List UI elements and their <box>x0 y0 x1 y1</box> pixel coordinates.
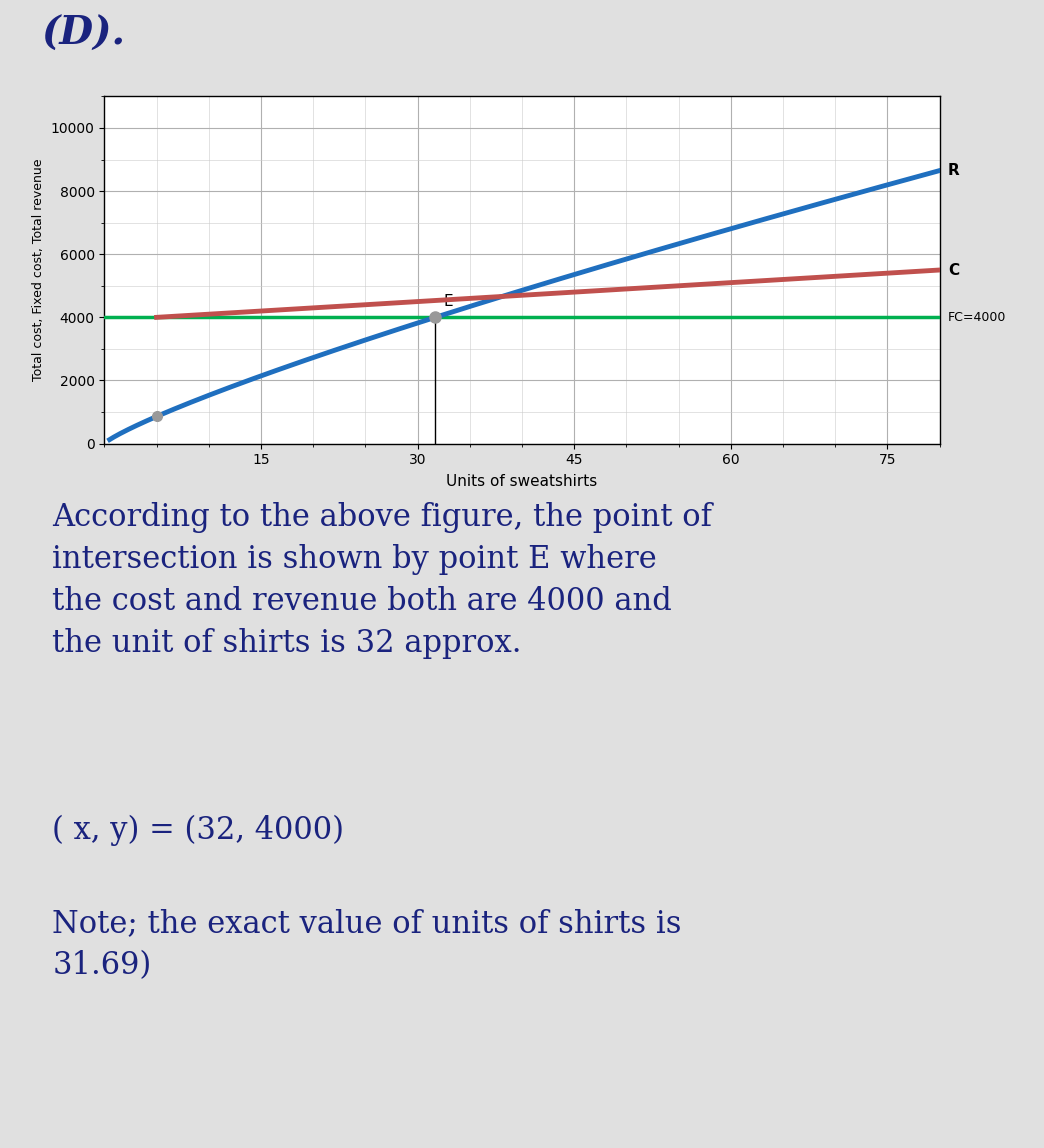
Text: According to the above figure, the point of
intersection is shown by point E whe: According to the above figure, the point… <box>52 502 712 659</box>
Text: Note; the exact value of units of shirts is
31.69): Note; the exact value of units of shirts… <box>52 908 682 982</box>
Text: ( x, y) = (32, 4000): ( x, y) = (32, 4000) <box>52 815 345 846</box>
Text: (D).: (D). <box>42 15 125 53</box>
